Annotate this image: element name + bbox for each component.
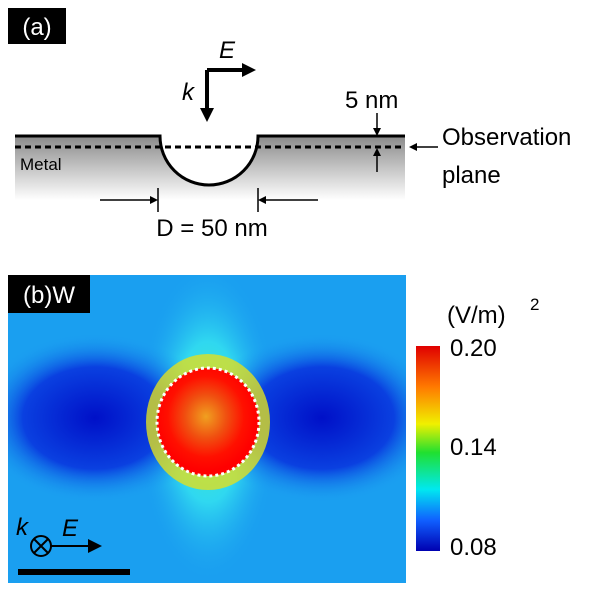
- observation-label: plane: [442, 162, 501, 189]
- unit-label: (V/m): [447, 302, 506, 329]
- colorbar-tick: 0.20: [450, 335, 497, 362]
- e-label: E: [219, 37, 236, 64]
- observation-label: Observation: [442, 124, 571, 151]
- diameter-label: D = 50 nm: [156, 215, 267, 242]
- unit-exponent: 2: [530, 295, 539, 314]
- colorbar: [416, 346, 440, 551]
- panel-label: (a): [22, 14, 51, 41]
- panel-label: (b)W: [23, 282, 75, 309]
- colorbar-tick: 0.08: [450, 534, 497, 561]
- figure: (a) Metal E k 5 nm Observation plane D =…: [0, 0, 606, 589]
- metal-label: Metal: [20, 155, 62, 174]
- scale-bar: [18, 569, 130, 575]
- k-label: k: [16, 514, 30, 541]
- colorbar-tick: 0.14: [450, 434, 497, 461]
- e-label: E: [62, 515, 79, 542]
- k-label: k: [182, 79, 196, 106]
- thickness-label: 5 nm: [345, 87, 398, 114]
